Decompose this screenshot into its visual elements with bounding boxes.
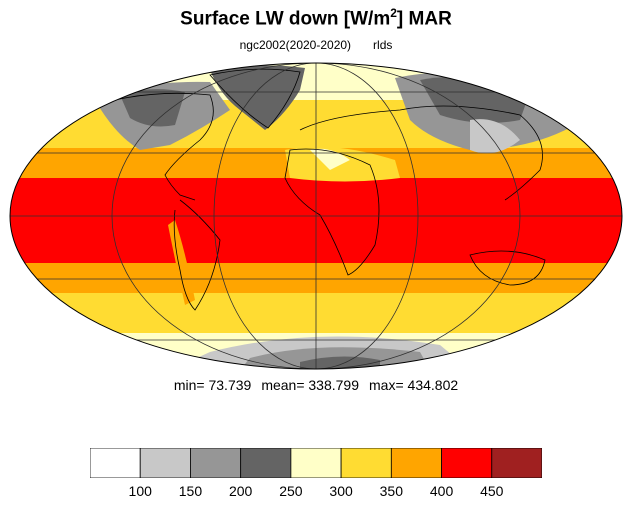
min-value: min= 73.739 [173, 377, 252, 393]
colorbar-swatch [190, 448, 242, 478]
colorbar-swatch [441, 448, 493, 478]
colorbar-swatch [491, 448, 542, 478]
north-america-core [120, 89, 185, 127]
world-map [9, 62, 623, 370]
graticule [10, 63, 622, 369]
colorbar-tick-label: 100 [128, 483, 152, 499]
antarctica-plateau [300, 356, 380, 369]
coastlines [114, 68, 546, 311]
colorbar-tick-label: 400 [429, 483, 454, 499]
colorbar-tick-label: 350 [379, 483, 404, 499]
colorbar-swatch [240, 448, 292, 478]
mean-value: mean= 338.799 [261, 377, 360, 393]
colorbar-swatch [390, 448, 442, 478]
experiment-label: ngc2002(2020-2020) [239, 38, 352, 52]
max-value: max= 434.802 [369, 377, 459, 393]
sahara-core [310, 148, 350, 170]
colorbar-swatch [139, 448, 191, 478]
colorbar-tick-label: 300 [329, 483, 353, 499]
colorbar-tick-label: 200 [228, 483, 253, 499]
map-title: Surface LW down [W/m2] MAR [180, 6, 452, 30]
colorbar-swatch [90, 448, 141, 478]
colorbar-swatch [340, 448, 392, 478]
greenland-shade [210, 65, 305, 130]
colorbar [90, 448, 542, 478]
map-frame [9, 62, 623, 370]
map-subtitle: ngc2002(2020-2020) rlds [0, 38, 632, 52]
stats-line: min= 73.739 mean= 338.799 max= 434.802 [0, 377, 632, 393]
colorbar-swatch [290, 448, 342, 478]
sahara-shade [285, 146, 400, 182]
colorbar-tick-label: 250 [279, 483, 303, 499]
colorbar-tick-label: 150 [178, 483, 203, 499]
colorbar-tick-label: 450 [480, 483, 504, 499]
variable-label: rlds [373, 38, 393, 52]
